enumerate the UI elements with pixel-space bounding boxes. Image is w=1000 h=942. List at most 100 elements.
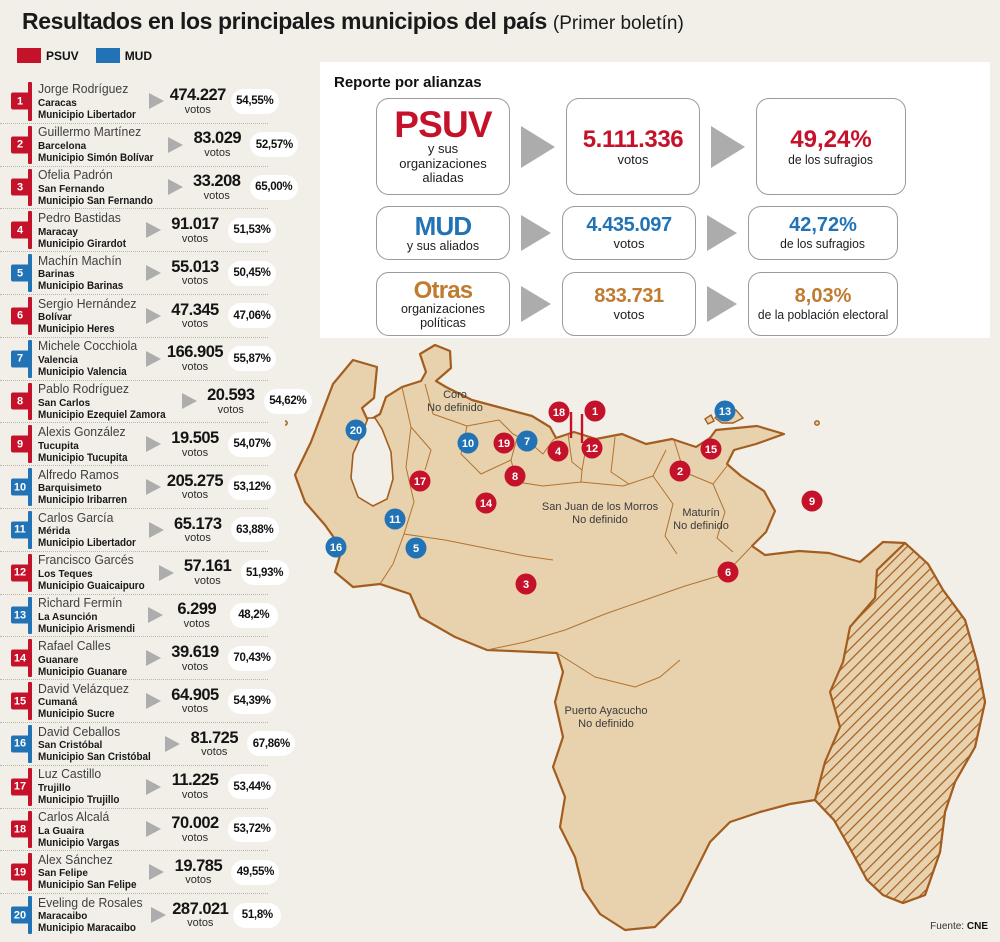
rank-badge-wrap: 4 <box>0 209 34 251</box>
map-marker <box>457 432 479 454</box>
alliance-party-box: Otras organizaciones políticas <box>376 272 510 336</box>
rank-badge: 9 <box>11 435 29 453</box>
map-marker-number: 8 <box>512 471 518 483</box>
alliance-votes-value: 5.111.336 <box>582 125 684 153</box>
arrow-right-icon <box>146 693 161 710</box>
percentage-pill: 54,39% <box>228 688 276 714</box>
alliance-party-sub: y sus aliados <box>406 238 480 253</box>
candidate-name: David Velázquez <box>38 680 130 696</box>
candidate-name: Richard Fermín <box>38 595 123 611</box>
party-color-bar <box>28 125 32 164</box>
candidate-name: Carlos Alcalá <box>38 809 110 825</box>
map-marker <box>409 470 431 492</box>
votes-value: 70.002 <box>171 814 219 833</box>
municipality: Municipio Trujillo <box>38 793 120 806</box>
map-marker <box>669 460 691 482</box>
city: La Asunción <box>38 610 98 623</box>
votes-block: 166.905 votos <box>165 344 225 373</box>
party-color-bar <box>28 211 32 250</box>
rank-badge-wrap: 20 <box>0 894 34 936</box>
votes-value: 19.505 <box>171 429 219 448</box>
alliance-votes-value: 833.731 <box>594 285 664 308</box>
rank-badge: 4 <box>11 221 29 239</box>
votes-word: votos <box>187 917 214 930</box>
municipality: Municipio Simón Bolívar <box>38 151 154 164</box>
arrow-right-icon <box>148 521 164 538</box>
candidate-name: Carlos García <box>38 509 114 525</box>
votes-block: 474.227 votos <box>168 87 228 116</box>
alliance-pct-box: 8,03% de la población electoral <box>748 272 898 336</box>
arrow-right-icon <box>146 778 161 795</box>
arrow-right-icon <box>158 564 174 581</box>
votes-block: 33.208 votos <box>187 173 247 202</box>
alliance-party-box: PSUV y sus organizaciones aliadas <box>376 98 510 195</box>
map-marker <box>384 508 406 530</box>
candidate-name: Alexis González <box>38 424 126 440</box>
party-color-bar <box>28 339 32 378</box>
votes-block: 83.029 votos <box>187 130 247 159</box>
list-item: 19 Alex Sánchez San Felipe Municipio San Fe… <box>0 850 280 893</box>
map-marker-number: 2 <box>677 466 683 478</box>
party-color-bar <box>28 553 32 592</box>
rank-badge: 6 <box>11 307 29 325</box>
map-marker-number: 16 <box>330 542 342 554</box>
percentage-pill: 65,00% <box>249 174 298 200</box>
alliance-votes-box: 5.111.336 votos <box>566 98 700 195</box>
rank-badge: 12 <box>11 564 29 582</box>
votes-block: 55.013 votos <box>165 259 225 288</box>
votes-word: votos <box>181 275 209 288</box>
arrow-right-icon <box>146 821 161 838</box>
rank-badge-wrap: 11 <box>0 509 34 551</box>
municipality: Municipio Valencia <box>38 365 127 378</box>
map-marker <box>516 430 538 452</box>
alliance-party-box: MUD y sus aliados <box>376 206 510 260</box>
votes-block: 19.785 votos <box>168 858 228 887</box>
candidate-name: Guillermo Martínez <box>38 124 142 140</box>
votes-word: votos <box>181 703 209 716</box>
map-marker <box>405 537 427 559</box>
rank-badge: 13 <box>11 606 29 624</box>
party-color-bar <box>28 254 32 292</box>
rank-badge: 18 <box>11 820 29 838</box>
map-marker-number: 10 <box>462 438 474 450</box>
votes-value: 287.021 <box>172 899 229 918</box>
percentage-pill: 51,53% <box>228 217 276 243</box>
votes-value: 166.905 <box>166 343 224 362</box>
rank-badge: 15 <box>11 692 29 710</box>
alliance-votes-value: 4.435.097 <box>586 214 672 237</box>
arrow-right-icon <box>521 286 551 322</box>
map-city-label: Puerto Ayacucho No definido <box>565 705 648 730</box>
map-marker-number: 12 <box>586 443 598 455</box>
alliance-party-name: MUD <box>414 210 473 241</box>
candidate-info: Pedro Bastidas Maracay Municipio Girardot <box>34 211 144 250</box>
arrow-right-icon <box>149 864 165 881</box>
party-color-bar <box>28 767 32 806</box>
map-marker <box>548 401 570 423</box>
arrow-right-icon <box>521 125 555 168</box>
municipality: Municipio Guaicaipuro <box>38 579 145 592</box>
percentage-pill: 51,8% <box>233 902 282 928</box>
alliance-pct-sub: de los sufragios <box>780 236 866 252</box>
votes-word: votos <box>184 532 211 545</box>
votes-value: 6.299 <box>177 600 217 619</box>
candidate-info: Pablo Rodríguez San Carlos Municipio Ezequ… <box>34 382 180 421</box>
city: San Fernando <box>38 182 105 195</box>
map-marker <box>584 400 606 422</box>
votes-value: 65.173 <box>174 514 222 533</box>
municipality: Municipio Ezequiel Zamora <box>38 408 166 421</box>
votes-word: votos <box>183 617 210 630</box>
map-marker <box>801 490 823 512</box>
percentage-pill: 54,55% <box>230 88 279 114</box>
party-color-bar <box>28 510 32 549</box>
rank-badge-wrap: 15 <box>0 680 34 722</box>
map-marker <box>475 492 497 514</box>
municipality: Municipio Arismendi <box>38 622 135 635</box>
map-marker <box>700 438 722 460</box>
list-item: 1 Jorge Rodríguez Caracas Municipio Liberta… <box>0 80 279 123</box>
candidate-name: Luz Castillo <box>38 766 102 782</box>
alliance-votes-word: votos <box>613 307 645 323</box>
votes-value: 11.225 <box>171 771 219 790</box>
candidate-info: Jorge Rodríguez Caracas Municipio Libertad… <box>34 82 147 121</box>
arrow-right-icon <box>165 735 181 752</box>
candidate-info: Carlos Alcalá La Guaira Municipio Vargas <box>34 810 144 849</box>
